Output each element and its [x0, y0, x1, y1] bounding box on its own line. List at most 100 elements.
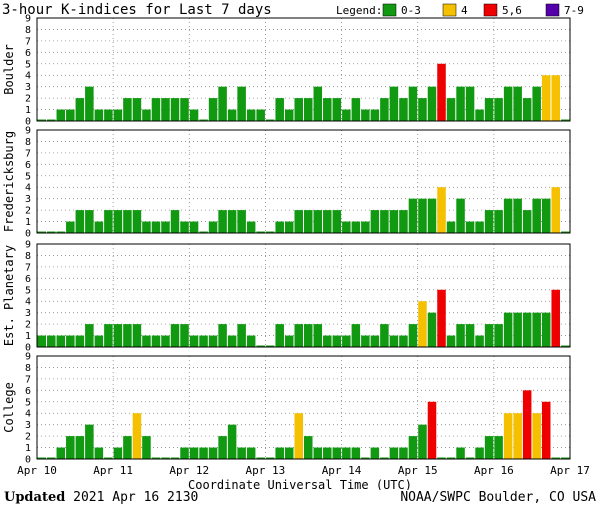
- y-tick-label: 9: [25, 126, 31, 137]
- y-tick-label: 9: [25, 14, 31, 25]
- k-index-bar: [522, 210, 532, 233]
- k-index-bar: [541, 312, 551, 347]
- k-index-bar: [170, 98, 180, 121]
- k-index-bar: [342, 221, 351, 233]
- y-tick-label: 8: [25, 251, 31, 262]
- k-index-bar: [113, 447, 123, 459]
- panel-frame: [36, 355, 571, 460]
- k-index-bar: [161, 221, 170, 233]
- y-tick-label: 3: [25, 194, 31, 205]
- k-index-bar: [218, 436, 227, 459]
- y-tick-label: 2: [25, 94, 31, 105]
- k-index-bar: [370, 109, 380, 121]
- k-index-bar: [551, 289, 560, 347]
- k-index-bar: [170, 210, 180, 233]
- x-tick-label: Apr 16: [474, 464, 514, 477]
- x-tick-label: Apr 13: [246, 464, 286, 477]
- k-index-bar: [66, 109, 75, 121]
- y-tick-label: 6: [25, 48, 31, 59]
- y-tick-label: 1: [25, 443, 31, 454]
- y-tick-label: 3: [25, 420, 31, 431]
- k-index-bar: [123, 210, 132, 233]
- k-index-bar: [532, 312, 541, 347]
- k-index-bar: [189, 109, 199, 121]
- k-index-bar: [151, 98, 161, 121]
- k-index-bar: [446, 457, 456, 459]
- x-tick-label: Apr 17: [550, 464, 590, 477]
- k-index-bar: [275, 324, 284, 347]
- k-index-bar: [560, 231, 570, 233]
- k-index-bar: [123, 98, 132, 121]
- k-index-bar: [104, 210, 113, 233]
- k-index-bar: [246, 221, 256, 233]
- k-index-bar: [284, 335, 294, 347]
- k-index-bar: [446, 335, 456, 347]
- k-index-bar: [104, 109, 113, 121]
- k-index-bar: [456, 198, 465, 233]
- k-index-bar: [66, 221, 75, 233]
- k-index-bar: [456, 86, 465, 121]
- k-index-bar: [208, 98, 218, 121]
- k-index-bar: [47, 335, 56, 347]
- k-index-bar: [408, 86, 418, 121]
- k-index-bar: [513, 198, 522, 233]
- k-index-bar: [408, 436, 418, 459]
- k-index-bar: [351, 221, 361, 233]
- station-label: Est. Planetary: [2, 245, 16, 346]
- k-index-bar: [85, 86, 94, 121]
- y-tick-label: 1: [25, 105, 31, 116]
- k-index-bar: [494, 324, 503, 347]
- k-index-bar: [47, 119, 56, 121]
- k-index-bar: [104, 457, 113, 459]
- k-index-bar: [37, 231, 47, 233]
- x-axis-label: Coordinate Universal Time (UTC): [188, 478, 412, 490]
- k-index-bar: [551, 187, 560, 233]
- k-index-bar: [313, 210, 323, 233]
- k-index-bar: [484, 210, 494, 233]
- k-index-bar: [332, 98, 342, 121]
- k-index-bar: [437, 289, 446, 347]
- k-index-bar: [284, 109, 294, 121]
- k-index-bar: [456, 324, 465, 347]
- k-index-bar: [323, 98, 332, 121]
- k-index-bar: [170, 324, 180, 347]
- y-tick-label: 3: [25, 308, 31, 319]
- k-index-bar: [342, 447, 351, 459]
- data-source: NOAA/SWPC Boulder, CO USA: [400, 490, 596, 505]
- y-tick-label: 3: [25, 82, 31, 93]
- k-index-bar: [275, 447, 284, 459]
- legend-item-label: 0-3: [401, 4, 421, 17]
- station-label: Fredericksburg: [2, 131, 16, 232]
- k-index-bar: [275, 98, 284, 121]
- k-index-bar: [37, 119, 47, 121]
- k-index-bar: [380, 98, 389, 121]
- k-index-bar: [85, 424, 94, 459]
- k-index-bar: [123, 436, 132, 459]
- k-index-bar: [113, 210, 123, 233]
- k-index-bar: [313, 86, 323, 121]
- k-index-bar: [132, 210, 142, 233]
- y-tick-label: 7: [25, 148, 31, 159]
- y-tick-label: 0: [25, 455, 31, 466]
- k-index-bar: [142, 335, 151, 347]
- k-index-bar: [161, 457, 170, 459]
- k-index-bar: [323, 447, 332, 459]
- k-index-bar: [208, 447, 218, 459]
- k-index-bar: [227, 109, 237, 121]
- k-index-bar: [304, 210, 313, 233]
- updated-timestamp: Updated 2021 Apr 16 2130: [4, 490, 198, 505]
- k-index-bar: [503, 312, 513, 347]
- k-index-bar: [227, 210, 237, 233]
- k-index-bar: [513, 312, 522, 347]
- k-index-bar: [380, 457, 389, 459]
- k-index-bar: [218, 86, 227, 121]
- k-index-bar: [294, 413, 303, 459]
- k-index-bar: [494, 210, 503, 233]
- legend-item-label: 7-9: [564, 4, 584, 17]
- k-index-chart: 3-hour K-indices for Last 7 days Legend: 0…: [2, 2, 590, 490]
- k-index-bar: [351, 447, 361, 459]
- k-index-bar: [294, 98, 303, 121]
- k-index-bar: [37, 335, 47, 347]
- k-index-bar: [284, 447, 294, 459]
- x-tick-label: Apr 14: [322, 464, 362, 477]
